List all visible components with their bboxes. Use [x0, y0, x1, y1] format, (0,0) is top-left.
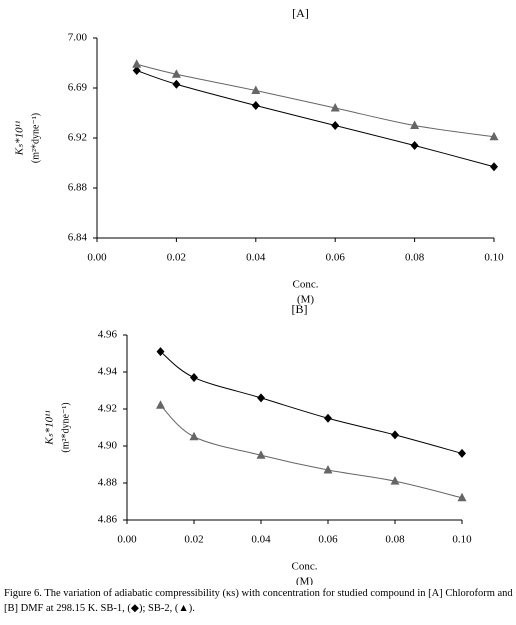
data-point	[458, 448, 466, 458]
x-tick-label: 0.00	[117, 534, 137, 546]
x-tick-label: 0.06	[326, 252, 346, 264]
figure: [A] 7.00 6.69 6.92 6.88 6.84 0.00 0.02 0.04 0.06 0…	[14, 6, 505, 585]
data-point	[457, 492, 467, 502]
data-point	[489, 131, 499, 141]
y-tick-label: 6.92	[68, 132, 87, 144]
series-line	[160, 351, 463, 454]
y-tick-label: 7.00	[68, 32, 88, 44]
x-axis-unit: (M)	[296, 576, 313, 585]
data-point	[410, 120, 420, 129]
x-tick-label: 0.00	[87, 252, 107, 264]
data-point	[132, 59, 142, 68]
y-tick-label: 4.88	[98, 477, 118, 489]
y-axis-label: Kₛ*10¹¹	[14, 121, 26, 157]
y-tick-label: 6.84	[68, 232, 88, 244]
y-tick-label: 4.96	[98, 329, 118, 341]
x-axis-label: Conc.	[293, 279, 319, 291]
data-point	[132, 66, 141, 75]
y-tick-label: 4.86	[98, 514, 118, 526]
data-point	[323, 465, 333, 474]
x-tick-label: 0.06	[318, 534, 338, 546]
y-axis-unit: (m²*dyne⁻¹)	[30, 113, 41, 163]
caption: Figure 6. The variation of adiabatic com…	[4, 588, 513, 614]
data-point	[190, 373, 198, 383]
data-point	[171, 69, 181, 78]
data-point	[156, 400, 165, 409]
data-point	[490, 162, 498, 172]
x-tick-label: 0.02	[167, 252, 186, 264]
x-tick-label: 0.10	[484, 252, 504, 264]
data-point	[331, 121, 340, 130]
data-point	[251, 101, 260, 110]
data-point	[391, 430, 399, 440]
chart-title: [B]	[292, 302, 308, 316]
y-tick-label: 4.92	[98, 403, 117, 415]
data-point	[172, 79, 181, 89]
x-axis-unit: (M)	[297, 294, 314, 306]
series-line	[136, 70, 495, 168]
x-axis-label: Conc.	[292, 561, 318, 573]
data-point	[251, 85, 261, 94]
x-tick-label: 0.08	[405, 252, 425, 264]
data-point	[324, 413, 332, 423]
data-point	[410, 141, 419, 150]
data-point	[390, 476, 400, 485]
chart-title: [A]	[292, 6, 309, 20]
data-point	[330, 103, 340, 112]
y-tick-label: 4.94	[98, 366, 118, 378]
data-point	[189, 431, 199, 441]
x-tick-label: 0.04	[251, 534, 271, 546]
y-tick-label: 4.90	[98, 440, 118, 452]
y-tick-label: 6.88	[68, 182, 88, 194]
y-axis-unit: (m²*dyne⁻¹)	[60, 402, 71, 452]
data-point	[257, 393, 265, 403]
x-tick-label: 0.02	[184, 534, 203, 546]
series-line	[160, 404, 463, 499]
y-tick-label: 6.69	[68, 82, 88, 94]
y-axis-label: Kₛ*10¹¹	[44, 410, 56, 446]
series-line	[136, 63, 495, 138]
x-tick-label: 0.08	[385, 534, 405, 546]
data-point	[156, 347, 165, 357]
x-tick-label: 0.04	[246, 252, 266, 264]
x-tick-label: 0.10	[452, 534, 472, 546]
data-point	[256, 450, 266, 459]
